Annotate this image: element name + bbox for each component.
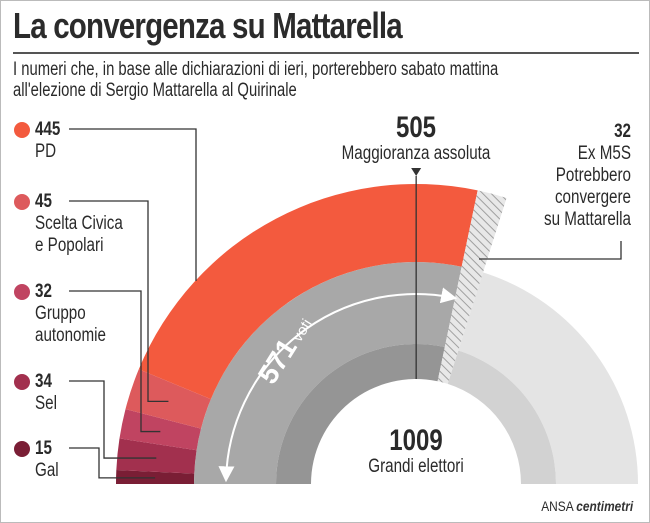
segment-gruppo-autonomie <box>119 409 202 451</box>
total-value: 1009 <box>389 424 443 457</box>
legend-dot-gal <box>14 441 30 457</box>
subtitle-line: I numeri che, in base alle dichiarazioni… <box>13 59 499 80</box>
legend-dot-gruppo-autonomie <box>14 284 30 300</box>
chart-title: La convergenza su Mattarella <box>13 5 403 46</box>
legend-label: Sel <box>35 393 57 414</box>
m5s-caption: Ex M5S <box>577 143 631 164</box>
m5s-value: 32 <box>614 121 631 142</box>
legend-dot-sel <box>14 374 30 390</box>
total-label: 1009 Grandi elettori <box>336 426 496 478</box>
majority-label: 505 Maggioranza assoluta <box>336 113 496 165</box>
segment-sel <box>116 438 197 474</box>
m5s-label: 32 Ex M5S Potrebbero convergere su Mattarell… <box>471 121 631 231</box>
legend-label: PD <box>35 141 57 162</box>
legend-label: Gal <box>35 460 59 481</box>
legend-label: Scelta Civica <box>35 213 123 234</box>
segment-gal <box>116 469 195 484</box>
segment-scelta-civica-e-popolari <box>125 369 211 429</box>
legend-value: 15 <box>35 438 52 459</box>
m5s-note: convergere <box>554 187 631 208</box>
leader-line-sel <box>69 380 157 459</box>
legend-label: e Popolari <box>35 235 104 256</box>
logo-brand: ANSA <box>541 498 573 514</box>
total-caption: Grandi elettori <box>368 456 464 477</box>
majority-caption: Maggioranza assoluta <box>341 143 491 164</box>
legend-value: 32 <box>35 281 52 302</box>
majority-marker-icon <box>411 168 422 176</box>
remaining-ring <box>458 272 638 484</box>
legend-gruppo-autonomie: 32 Gruppo autonomie <box>35 281 106 347</box>
leader-line-gal <box>69 447 156 479</box>
m5s-note: Potrebbero <box>555 165 631 186</box>
remaining-inner-ring <box>447 350 556 484</box>
leader-line-scelta-civica-e-popolari <box>69 200 169 402</box>
legend-dot-scelta-civica <box>14 194 30 210</box>
votes-arrow <box>218 287 458 483</box>
leader-line-ex-m5s <box>479 241 622 260</box>
legend-gal: 15 Gal <box>35 438 59 482</box>
subtitle-line: all'elezione di Sergio Mattarella al Qui… <box>13 80 297 101</box>
leader-line-gruppo-autonomie <box>69 290 161 433</box>
logo-brand-secondary: centimetri <box>576 498 633 514</box>
legend-value: 45 <box>35 191 52 212</box>
m5s-note: su Mattarella <box>543 209 631 230</box>
title-divider <box>13 52 639 54</box>
legend-pd: 445 PD <box>35 119 60 163</box>
legend-value: 445 <box>35 119 61 140</box>
legend-sel: 34 Sel <box>35 371 57 415</box>
legend-label: autonomie <box>35 325 106 346</box>
legend-dot-pd <box>14 122 30 138</box>
ansa-centimetri-logo: ANSA centimetri <box>541 498 633 514</box>
majority-value: 505 <box>395 111 437 144</box>
legend-value: 34 <box>35 371 52 392</box>
legend-label: Gruppo <box>35 303 86 324</box>
legend-scelta-civica: 45 Scelta Civica e Popolari <box>35 191 123 257</box>
chart-subtitle: I numeri che, in base alle dichiarazioni… <box>13 59 614 101</box>
leader-line-pd <box>69 128 197 281</box>
